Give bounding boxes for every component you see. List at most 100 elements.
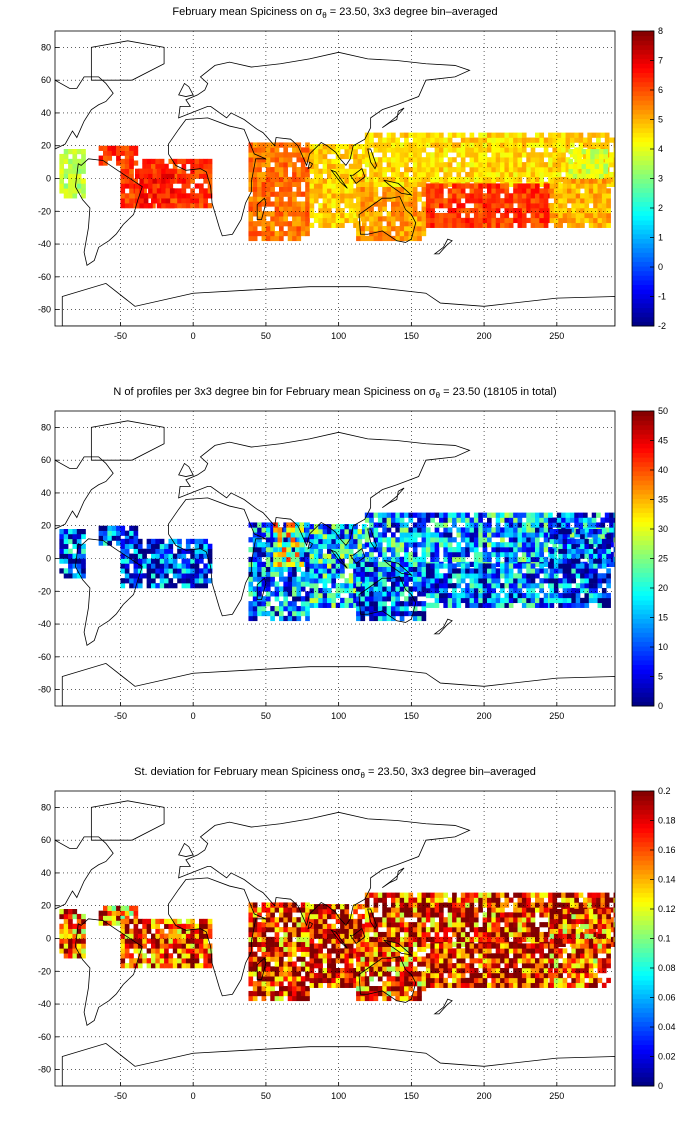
data-cell <box>270 902 275 908</box>
data-cell <box>580 538 585 545</box>
data-cell <box>382 137 387 143</box>
y-tick-label: 0 <box>46 554 51 564</box>
data-cell <box>252 522 258 528</box>
data-cell <box>309 203 315 209</box>
data-cell <box>129 963 134 969</box>
data-cell <box>395 517 401 523</box>
data-cell <box>369 556 374 563</box>
colorbar-segment <box>632 646 654 652</box>
data-cell <box>327 578 332 584</box>
data-cell <box>248 235 254 242</box>
data-cell <box>373 216 379 222</box>
data-cell <box>98 525 104 531</box>
data-cell <box>399 235 405 242</box>
data-cell <box>283 596 289 602</box>
data-cell <box>504 183 510 189</box>
data-cell <box>575 529 581 535</box>
data-cell <box>513 517 518 523</box>
data-cell <box>265 522 271 528</box>
colorbar-tick-label: 10 <box>658 642 668 652</box>
data-cell <box>257 162 262 168</box>
data-cell <box>199 568 204 574</box>
data-cell <box>133 538 139 545</box>
data-cell <box>577 149 582 155</box>
data-cell <box>133 943 139 949</box>
colorbar-segment <box>632 512 654 518</box>
data-cell <box>465 176 470 183</box>
y-tick-label: 80 <box>41 42 51 52</box>
data-cell <box>309 198 315 204</box>
data-cell <box>274 956 280 962</box>
data-cell <box>133 915 139 921</box>
data-cell <box>508 527 514 533</box>
data-cell <box>124 918 130 925</box>
data-cell <box>327 217 332 224</box>
data-cell <box>172 573 178 579</box>
data-cell <box>194 963 200 969</box>
data-cell <box>159 948 165 954</box>
data-cell <box>469 522 475 528</box>
data-cell <box>434 532 440 538</box>
data-cell <box>377 522 383 528</box>
data-cell <box>487 167 492 173</box>
data-cell <box>261 966 267 972</box>
data-cell <box>137 578 143 584</box>
data-cell <box>190 928 195 934</box>
data-cell <box>456 171 462 178</box>
data-cell <box>585 173 591 179</box>
data-cell <box>252 927 258 933</box>
data-cell <box>425 188 431 194</box>
data-cell <box>300 601 306 607</box>
data-cell <box>318 529 323 535</box>
data-cell <box>590 163 595 169</box>
data-cell <box>318 918 323 925</box>
data-cell <box>270 571 275 577</box>
colorbar-segment <box>632 160 654 166</box>
data-cell <box>412 201 418 207</box>
data-cell <box>382 206 387 212</box>
data-cell <box>500 183 505 189</box>
data-cell <box>142 923 147 929</box>
data-cell <box>353 918 358 925</box>
data-cell <box>391 181 396 187</box>
data-cell <box>129 538 134 545</box>
data-cell <box>395 142 401 148</box>
data-cell <box>287 191 293 197</box>
data-cell <box>270 610 275 617</box>
data-cell <box>369 581 374 587</box>
data-cell <box>283 206 289 212</box>
data-cell <box>521 573 527 579</box>
data-cell <box>597 183 603 189</box>
data-cell <box>248 966 254 972</box>
data-cell <box>391 201 396 207</box>
data-cell <box>248 221 254 227</box>
data-cell <box>357 529 363 535</box>
data-cell <box>340 953 345 959</box>
data-cell <box>391 226 396 232</box>
data-cell <box>601 188 607 194</box>
data-cell <box>447 222 453 228</box>
data-cell <box>279 181 284 187</box>
title-suffix: = 23.50, 3x3 degree bin–averaged <box>326 6 498 18</box>
data-cell <box>348 558 354 564</box>
data-cell <box>279 196 284 202</box>
data-cell <box>257 927 262 933</box>
data-cell <box>562 573 568 579</box>
data-cell <box>408 556 414 563</box>
data-cell <box>526 532 531 538</box>
data-cell <box>279 606 284 612</box>
data-cell <box>203 158 209 165</box>
data-cell <box>404 137 409 143</box>
data-cell <box>72 538 78 545</box>
data-cell <box>568 163 574 169</box>
data-cell <box>252 547 258 553</box>
data-cell <box>331 923 337 929</box>
data-cell <box>588 558 594 564</box>
data-cell <box>274 211 280 217</box>
data-cell <box>552 171 558 178</box>
data-cell <box>124 168 130 174</box>
data-cell <box>404 596 409 602</box>
data-cell <box>447 176 453 183</box>
data-cell <box>452 193 457 199</box>
data-cell <box>159 558 165 564</box>
